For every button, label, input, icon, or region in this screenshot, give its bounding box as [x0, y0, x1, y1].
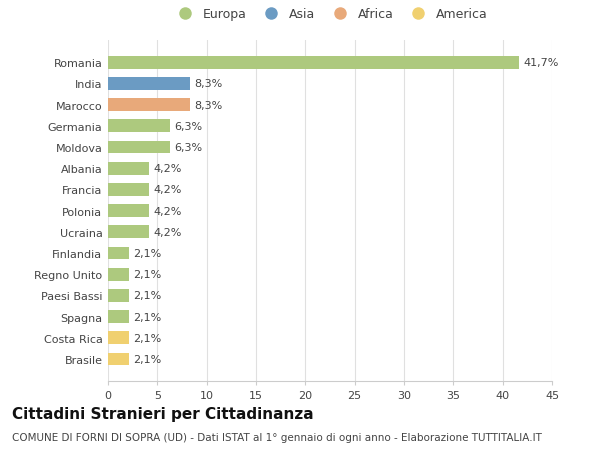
- Bar: [108, 162, 149, 175]
- Text: 2,1%: 2,1%: [133, 354, 161, 364]
- Bar: [108, 184, 149, 196]
- Bar: [108, 353, 129, 365]
- Bar: [108, 311, 129, 323]
- Text: 6,3%: 6,3%: [174, 143, 202, 153]
- Bar: [108, 141, 170, 154]
- Text: 4,2%: 4,2%: [154, 164, 182, 174]
- Bar: [108, 268, 129, 281]
- Bar: [108, 78, 190, 90]
- Text: 2,1%: 2,1%: [133, 333, 161, 343]
- Text: 2,1%: 2,1%: [133, 312, 161, 322]
- Bar: [108, 289, 129, 302]
- Text: 6,3%: 6,3%: [174, 122, 202, 132]
- Text: 8,3%: 8,3%: [194, 79, 222, 89]
- Text: Cittadini Stranieri per Cittadinanza: Cittadini Stranieri per Cittadinanza: [12, 406, 314, 421]
- Bar: [108, 99, 190, 112]
- Bar: [108, 57, 520, 69]
- Bar: [108, 205, 149, 218]
- Text: 41,7%: 41,7%: [523, 58, 559, 68]
- Bar: [108, 226, 149, 239]
- Text: 8,3%: 8,3%: [194, 101, 222, 110]
- Bar: [108, 247, 129, 260]
- Text: 4,2%: 4,2%: [154, 227, 182, 237]
- Text: 2,1%: 2,1%: [133, 291, 161, 301]
- Text: 4,2%: 4,2%: [154, 185, 182, 195]
- Text: 2,1%: 2,1%: [133, 269, 161, 280]
- Text: 4,2%: 4,2%: [154, 206, 182, 216]
- Text: COMUNE DI FORNI DI SOPRA (UD) - Dati ISTAT al 1° gennaio di ogni anno - Elaboraz: COMUNE DI FORNI DI SOPRA (UD) - Dati IST…: [12, 432, 542, 442]
- Bar: [108, 332, 129, 344]
- Legend: Europa, Asia, Africa, America: Europa, Asia, Africa, America: [167, 3, 493, 26]
- Text: 2,1%: 2,1%: [133, 248, 161, 258]
- Bar: [108, 120, 170, 133]
